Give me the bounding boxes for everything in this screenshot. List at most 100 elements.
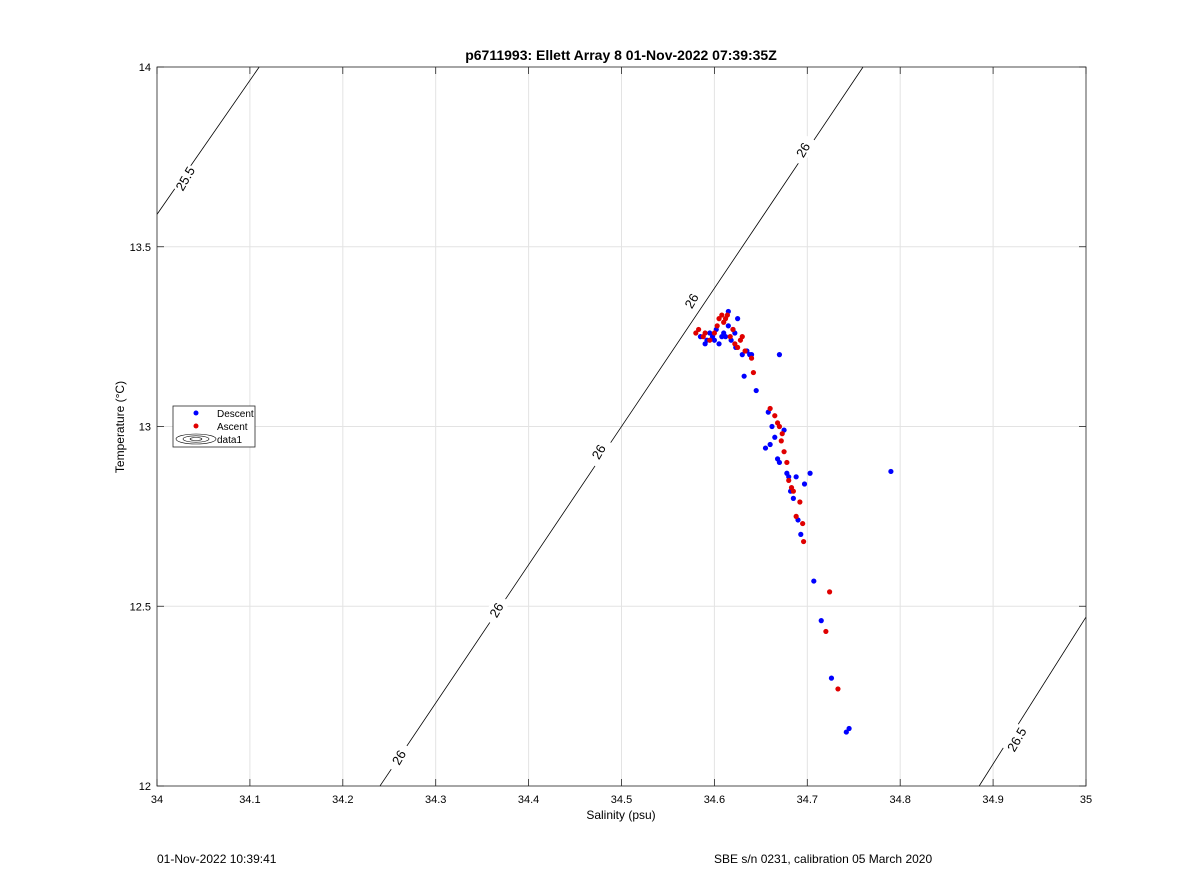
- ascent-point: [693, 330, 699, 336]
- descent-point: [846, 725, 852, 732]
- x-tick-label: 34.2: [332, 794, 353, 806]
- ascent-point: [730, 326, 736, 333]
- legend-contour-icon: [175, 433, 217, 445]
- descent-point: [769, 423, 775, 430]
- contour-label-bg: [677, 284, 706, 317]
- x-axis-label: Salinity (psu): [586, 808, 655, 822]
- descent-point: [888, 468, 894, 475]
- x-tick-label: 34.3: [425, 794, 446, 806]
- x-tick-label: 34: [151, 794, 163, 806]
- isopycnal-line: [978, 616, 1087, 787]
- contour-label-group: 26: [384, 741, 413, 774]
- descent-point: [722, 334, 729, 340]
- descent-point: [776, 352, 783, 358]
- ascent-point: [778, 438, 784, 444]
- descent-point: [772, 434, 778, 440]
- contour-label-bg: [1002, 723, 1031, 756]
- ascent-point: [739, 334, 745, 340]
- contour-label: 26: [486, 600, 506, 620]
- axis-ticks: 34 34.1 34.2 34.3 34.4 34.5 34.6 34.7 34.8 34.9 35…: [130, 62, 1093, 806]
- isopycnal-line: [156, 66, 260, 215]
- footer-calibration: SBE s/n 0231, calibration 05 March 2020: [714, 852, 933, 866]
- ascent-point: [767, 405, 773, 412]
- contour-label-bg: [482, 593, 511, 626]
- legend-contour-ring: [189, 437, 203, 441]
- contour-label-bg: [170, 162, 199, 195]
- y-tick-label: 13.5: [130, 242, 151, 254]
- ascent-point: [823, 628, 829, 635]
- x-tick-label: 34.5: [611, 794, 632, 806]
- descent-point: [735, 316, 741, 322]
- contour-label-bg: [584, 435, 613, 468]
- ascent-point: [800, 520, 806, 527]
- x-tick-label: 34.1: [239, 794, 260, 806]
- ascent-point: [727, 334, 733, 340]
- chart-title: p6711993: Ellett Array 8 01-Nov-2022 07:…: [465, 47, 777, 63]
- contour-label-bg: [788, 133, 817, 166]
- legend-ascent-label: Ascent: [217, 422, 248, 433]
- ascent-point: [742, 348, 748, 354]
- descent-point: [843, 729, 849, 735]
- ascent-point: [732, 341, 738, 347]
- ascent-point: [776, 423, 783, 430]
- contour-label-group: 26: [584, 435, 613, 468]
- ascent-point: [790, 488, 796, 494]
- descent-point: [798, 531, 804, 537]
- ascent-point: [711, 330, 718, 336]
- ascent-point: [786, 477, 792, 484]
- descent-point: [790, 495, 796, 501]
- ascent-point: [835, 686, 841, 692]
- ascent-point: [826, 589, 833, 595]
- contour-label-group: 26: [482, 593, 511, 626]
- ascent-point: [719, 312, 725, 318]
- legend-ascent-marker: [193, 423, 199, 429]
- contour-label: 26: [793, 140, 813, 160]
- ascent-point: [793, 513, 799, 519]
- contour-label-bg: [384, 741, 413, 774]
- descent-point: [716, 341, 722, 347]
- descent-point: [753, 387, 759, 394]
- ascent-point: [735, 344, 741, 351]
- descent-point: [767, 441, 773, 448]
- descent-point: [762, 445, 769, 451]
- ascent-point: [702, 330, 708, 336]
- contour-label: 26: [589, 442, 609, 462]
- ascent-point: [772, 413, 778, 419]
- ascent-point: [696, 326, 702, 333]
- isopycnal-line: [379, 66, 864, 787]
- ascent-point: [724, 312, 731, 318]
- descent-point: [793, 474, 799, 480]
- ascent-point: [779, 431, 785, 437]
- descent-point: [725, 323, 731, 329]
- legend-contour-ring: [175, 433, 217, 445]
- legend-contour-ring: [182, 435, 210, 443]
- descent-point: [807, 470, 813, 476]
- descent-point: [786, 474, 792, 480]
- x-tick-label: 34.4: [518, 794, 539, 806]
- ascent-point: [781, 449, 787, 455]
- legend-data1-label: data1: [217, 435, 242, 446]
- descent-point: [801, 481, 808, 487]
- y-axis-label: Temperature (°C): [113, 381, 127, 473]
- contour-label: 26: [681, 291, 701, 311]
- legend-descent-label: Descent: [217, 409, 254, 420]
- ascent-point: [748, 355, 755, 361]
- descent-point: [741, 373, 747, 379]
- footer-timestamp: 01-Nov-2022 10:39:41: [157, 852, 277, 866]
- contour-label: 26: [389, 747, 409, 767]
- x-tick-label: 34.9: [982, 794, 1003, 806]
- ascent-point: [784, 459, 790, 466]
- ascent-point: [750, 369, 757, 376]
- contour-label-group: 26: [677, 284, 706, 317]
- x-tick-label: 34.7: [797, 794, 818, 806]
- descent-point: [739, 352, 745, 358]
- descent-point: [748, 352, 755, 358]
- x-tick-label: 35: [1080, 794, 1092, 806]
- descent-point: [711, 337, 718, 343]
- descent-point: [707, 330, 713, 336]
- y-tick-label: 12: [139, 781, 151, 793]
- descent-point: [811, 578, 817, 584]
- y-tick-label: 12.5: [130, 601, 151, 613]
- x-tick-label: 34.6: [704, 794, 725, 806]
